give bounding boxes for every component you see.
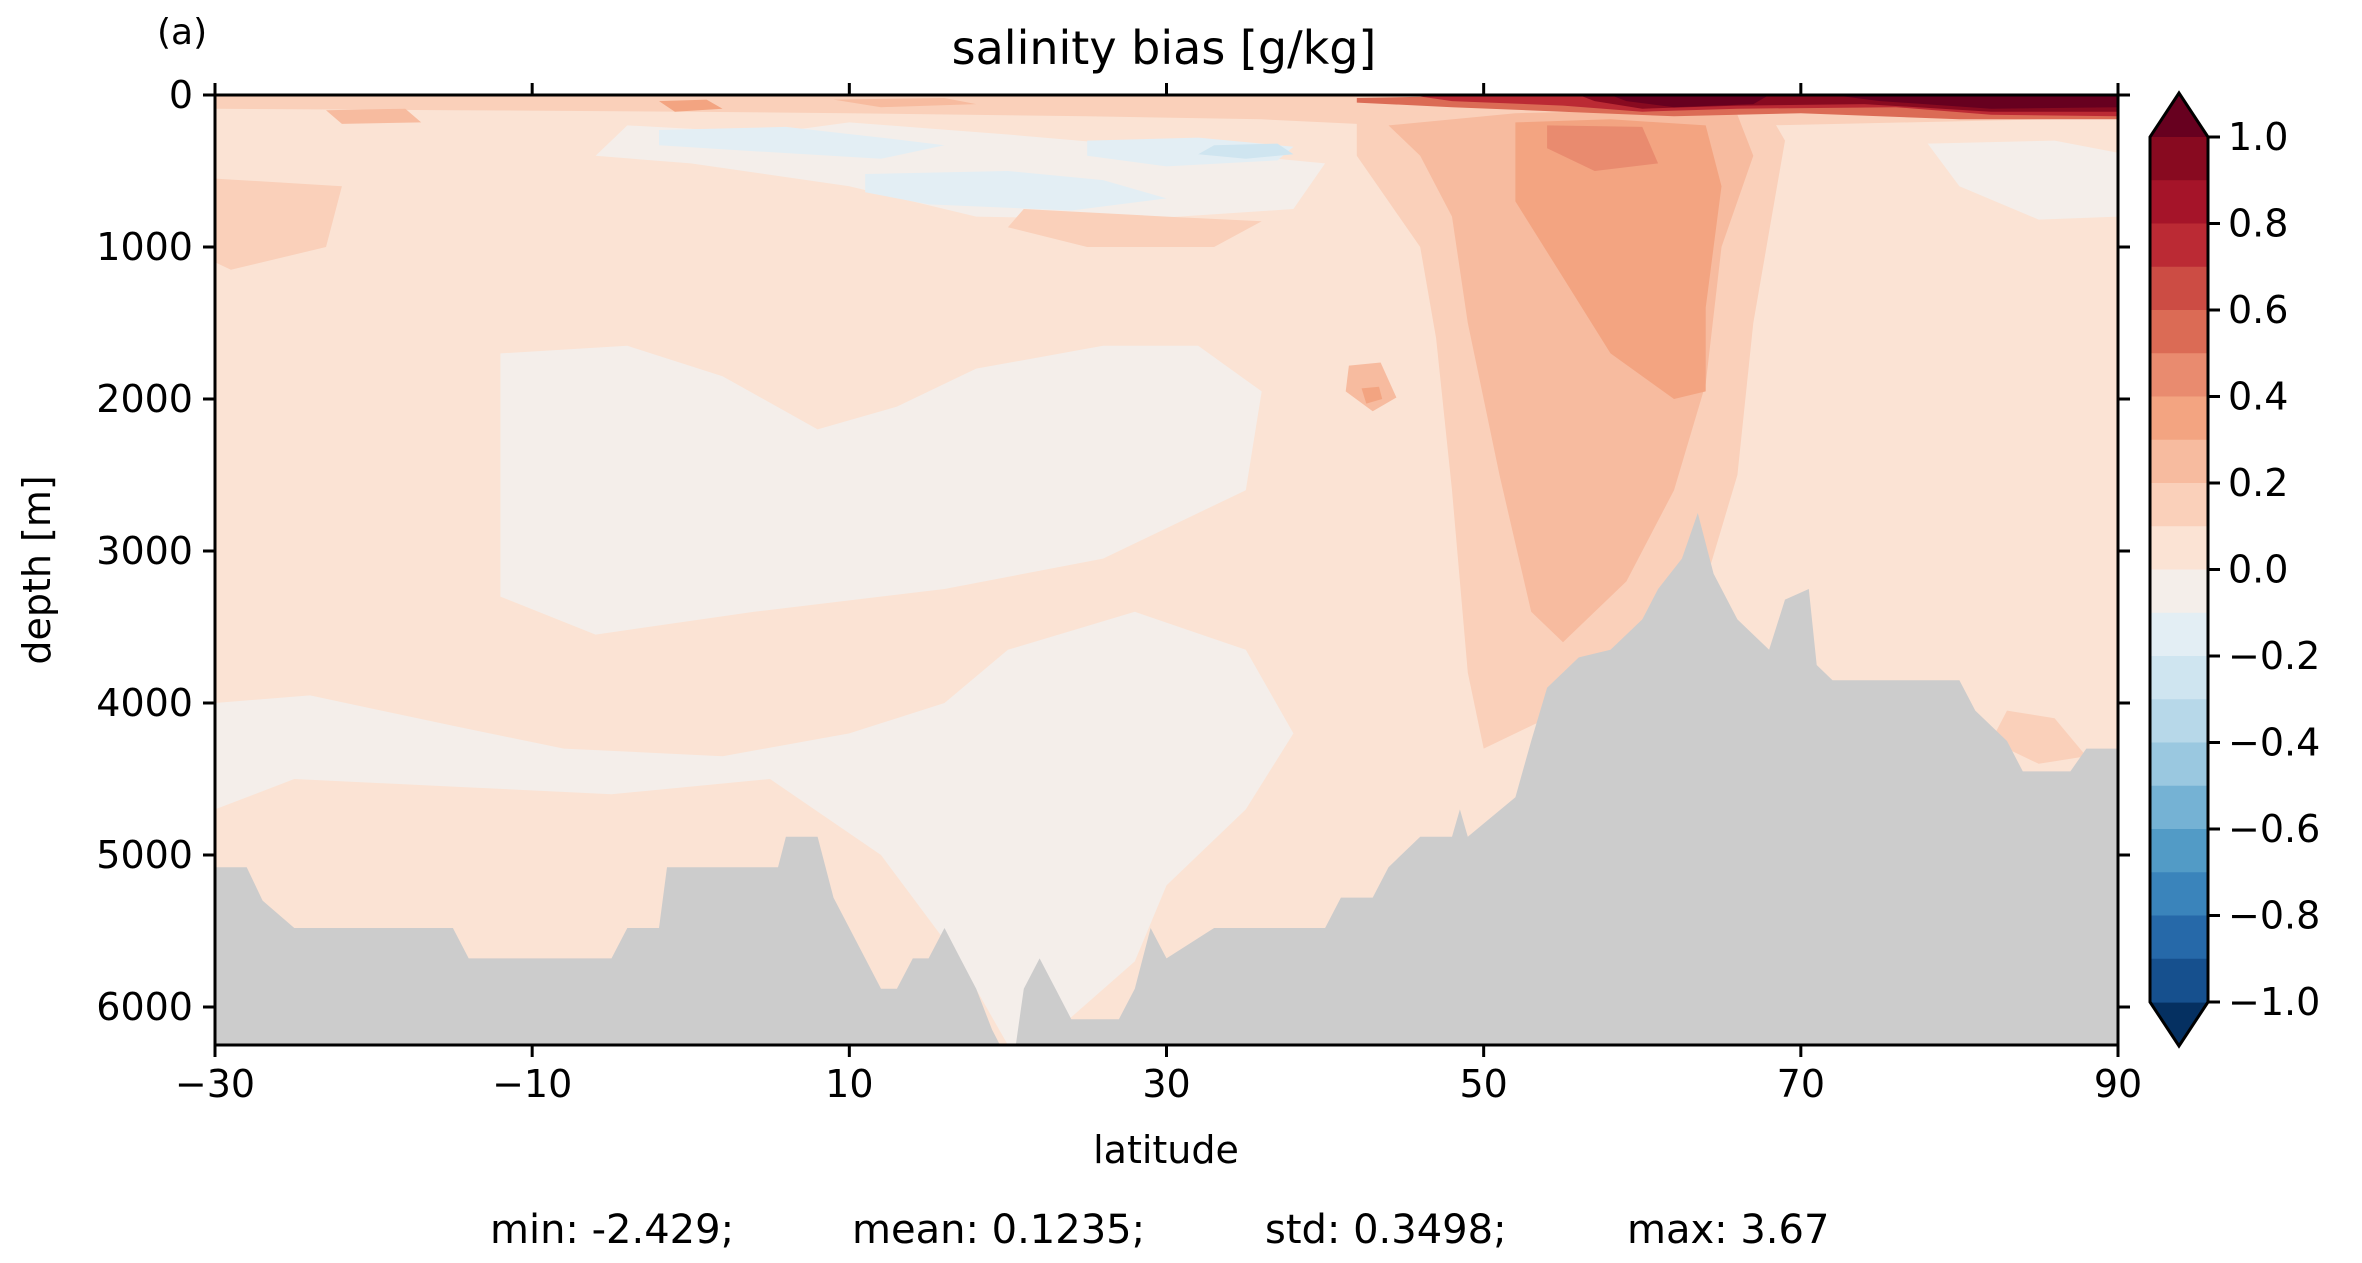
colorbar-extend-max — [2150, 93, 2208, 137]
colorbar-band — [2150, 310, 2208, 354]
y-tick-label: 5000 — [96, 833, 193, 877]
colorbar-band — [2150, 353, 2208, 398]
field-region-18 — [1361, 386, 1383, 404]
colorbar-band — [2150, 958, 2208, 1003]
field-region-4 — [659, 126, 945, 159]
colorbar-band — [2150, 785, 2208, 830]
y-tick-label: 1000 — [96, 225, 193, 269]
colorbar-band — [2150, 439, 2208, 484]
salinity-bias-field — [215, 95, 2118, 1045]
colorbar-band — [2150, 612, 2208, 657]
bathymetry-mask — [215, 513, 2118, 1045]
field-region-26 — [1832, 95, 2118, 109]
colorbar-tick-label: 1.0 — [2228, 115, 2288, 159]
chart-title: salinity bias [g/kg] — [952, 21, 1377, 75]
y-tick-label: 6000 — [96, 985, 193, 1029]
x-tick-label: −10 — [492, 1062, 572, 1106]
field-region-11 — [1007, 209, 1262, 247]
colorbar-band — [2150, 872, 2208, 917]
field-region-1 — [215, 611, 1294, 1045]
colorbar-tick-label: 0.0 — [2228, 548, 2288, 592]
field-region-8 — [1927, 140, 2118, 220]
field-region-21 — [833, 98, 977, 108]
stat-min: min: -2.429; — [490, 1207, 734, 1253]
x-axis-label: latitude — [1093, 1128, 1239, 1172]
stat-std: std: 0.3498; — [1265, 1207, 1507, 1253]
plot-area — [215, 95, 2118, 1045]
colorbar-tick-label: 0.6 — [2228, 288, 2288, 332]
field-region-2 — [500, 345, 1262, 635]
field-region-17 — [1345, 362, 1397, 412]
colorbar-band — [2150, 829, 2208, 873]
colorbar-band — [2150, 223, 2208, 268]
x-tick-label: 70 — [1777, 1062, 1825, 1106]
field-region-7 — [1198, 143, 1294, 159]
y-tick-label: 4000 — [96, 681, 193, 725]
colorbar-band — [2150, 396, 2208, 441]
colorbar-tick-label: −0.2 — [2228, 634, 2320, 678]
colorbar-band — [2150, 742, 2208, 787]
colorbar-band — [2150, 526, 2208, 571]
x-tick-label: 50 — [1459, 1062, 1507, 1106]
x-axis-ticks: −30 −10 10 30 50 70 90 — [175, 83, 2142, 1106]
y-axis-ticks: 0 1000 2000 3000 4000 5000 6000 — [96, 73, 2130, 1029]
x-tick-label: −30 — [175, 1062, 255, 1106]
colorbar-tick-label: 0.8 — [2228, 202, 2288, 246]
y-tick-label: 2000 — [96, 377, 193, 421]
x-tick-label: 10 — [825, 1062, 873, 1106]
field-region-5 — [865, 171, 1167, 211]
colorbar-band — [2150, 569, 2208, 614]
y-tick-label: 0 — [169, 73, 193, 117]
colorbar-tick-label: 0.4 — [2228, 375, 2288, 419]
colorbar-band — [2150, 483, 2208, 527]
field-region-25 — [1610, 95, 1770, 108]
colorbar-band — [2150, 915, 2208, 960]
colorbar-tick-label: −0.8 — [2228, 894, 2320, 938]
field-region-10 — [215, 178, 342, 270]
x-tick-label: 90 — [2094, 1062, 2142, 1106]
colorbar-tick-label: −1.0 — [2228, 980, 2320, 1024]
colorbar-band — [2150, 656, 2208, 700]
colorbar-band — [2150, 266, 2208, 311]
colorbar: 1.0 0.8 0.6 0.4 0.2 0.0 −0.2 −0.4 −0.6 −0.8 −1.0 — [2148, 90, 2320, 1049]
y-axis-label: depth [m] — [15, 475, 59, 664]
panel-label: (a) — [157, 12, 207, 53]
x-tick-label: 30 — [1142, 1062, 1190, 1106]
field-region-13 — [1991, 710, 2087, 764]
colorbar-tick-label: −0.4 — [2228, 721, 2320, 765]
colorbar-extend-min — [2150, 1002, 2208, 1046]
field-region-15 — [1515, 119, 1722, 400]
field-region-20 — [326, 108, 422, 124]
colorbar-band — [2150, 699, 2208, 744]
field-region-19 — [659, 99, 723, 112]
stat-max: max: 3.67 — [1627, 1207, 1829, 1253]
colorbar-tick-label: −0.6 — [2228, 807, 2320, 851]
field-region-16 — [1547, 125, 1659, 171]
colorbar-band — [2150, 137, 2208, 181]
stat-mean: mean: 0.1235; — [852, 1207, 1145, 1253]
colorbar-band — [2150, 180, 2208, 225]
y-tick-label: 3000 — [96, 529, 193, 573]
colorbar-tick-label: 0.2 — [2228, 461, 2288, 505]
